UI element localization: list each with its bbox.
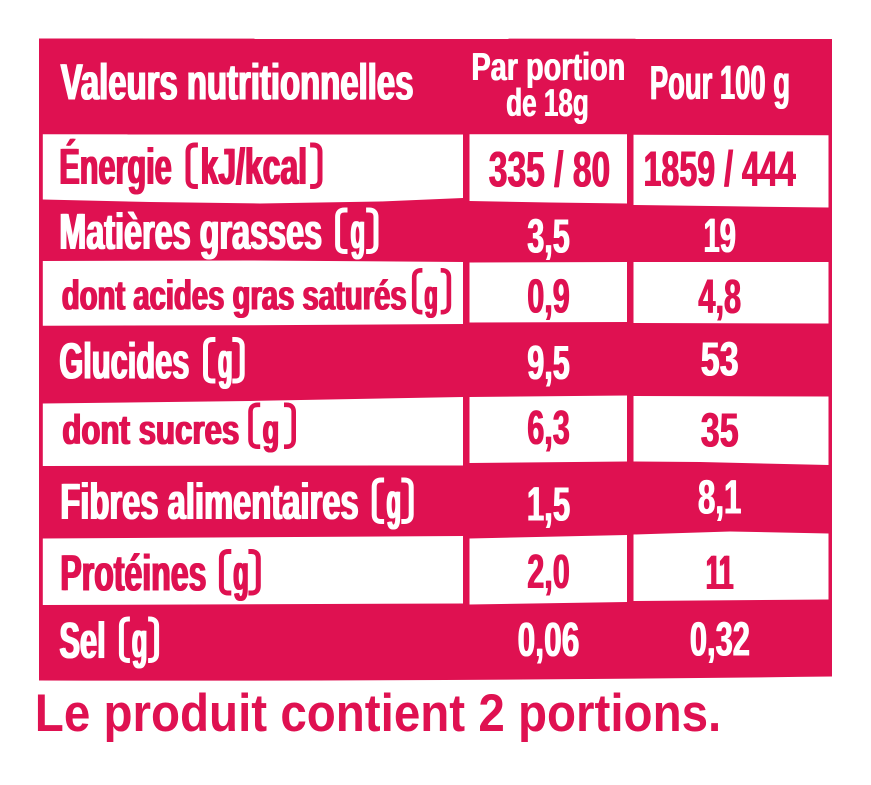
svg-text:Valeurs nutritionnelles: Valeurs nutritionnelles xyxy=(62,54,415,111)
svg-text:Le produit contient 2 portions: Le produit contient 2 portions. xyxy=(35,683,721,743)
svg-text:g: g xyxy=(133,612,149,669)
svg-text:Par portion: Par portion xyxy=(471,46,625,89)
svg-text:11: 11 xyxy=(705,547,732,600)
svg-text:Matières grasses: Matières grasses xyxy=(59,204,322,261)
svg-text:de 18g: de 18g xyxy=(506,82,589,125)
svg-text:Pour 100 g: Pour 100 g xyxy=(650,57,790,110)
svg-text:0,06: 0,06 xyxy=(518,612,580,666)
svg-text:9,5: 9,5 xyxy=(528,336,571,390)
svg-text:dont sucres: dont sucres xyxy=(62,405,239,453)
svg-text:g: g xyxy=(131,612,147,669)
svg-text:0,9: 0,9 xyxy=(527,270,570,324)
svg-text:Fibres alimentaires: Fibres alimentaires xyxy=(61,474,359,531)
svg-text:Par portion: Par portion xyxy=(472,46,626,89)
svg-text:19: 19 xyxy=(704,210,736,263)
svg-text:3,5: 3,5 xyxy=(528,209,571,263)
svg-text:Énergie: Énergie xyxy=(60,138,172,195)
svg-text:dont sucres: dont sucres xyxy=(63,405,240,453)
svg-text:Glucides: Glucides xyxy=(60,332,190,389)
svg-text:Matières grasses: Matières grasses xyxy=(60,204,323,261)
svg-text:dont acides gras saturés: dont acides gras saturés xyxy=(63,271,408,319)
svg-text:Pour 100 g: Pour 100 g xyxy=(649,57,789,110)
svg-text:335 / 80: 335 / 80 xyxy=(488,142,609,198)
svg-text:1859 / 444: 1859 / 444 xyxy=(644,141,797,197)
svg-text:1,5: 1,5 xyxy=(526,477,569,532)
svg-text:35: 35 xyxy=(700,403,738,457)
svg-text:9,5: 9,5 xyxy=(527,336,570,390)
svg-text:dont acides gras saturés: dont acides gras saturés xyxy=(61,271,406,319)
svg-text:g: g xyxy=(386,474,401,530)
svg-text:kJ/kcal: kJ/kcal xyxy=(201,138,307,196)
svg-text:Protéines: Protéines xyxy=(60,545,206,602)
svg-text:1,5: 1,5 xyxy=(527,477,570,532)
svg-text:6,3: 6,3 xyxy=(527,401,570,455)
svg-text:g: g xyxy=(262,406,279,453)
svg-text:2,0: 2,0 xyxy=(527,545,570,599)
svg-text:4,8: 4,8 xyxy=(698,270,741,324)
svg-text:g: g xyxy=(387,474,402,530)
svg-text:kJ/kcal: kJ/kcal xyxy=(200,138,306,196)
svg-text:g: g xyxy=(234,545,250,602)
svg-text:1859 / 444: 1859 / 444 xyxy=(643,141,796,197)
svg-text:11: 11 xyxy=(707,547,734,600)
svg-text:g: g xyxy=(350,204,365,260)
svg-text:Sel: Sel xyxy=(59,612,105,669)
svg-text:3,5: 3,5 xyxy=(527,209,570,263)
svg-text:53: 53 xyxy=(701,332,739,386)
svg-text:g: g xyxy=(425,273,438,319)
svg-text:g: g xyxy=(217,334,232,390)
svg-text:Protéines: Protéines xyxy=(61,545,207,602)
svg-text:19: 19 xyxy=(703,210,735,263)
svg-text:35: 35 xyxy=(701,403,739,457)
svg-text:4,8: 4,8 xyxy=(699,270,742,324)
svg-text:2,0: 2,0 xyxy=(528,545,571,599)
svg-text:6,3: 6,3 xyxy=(528,401,571,455)
svg-text:53: 53 xyxy=(700,332,738,386)
svg-text:g: g xyxy=(424,273,437,319)
svg-text:0,32: 0,32 xyxy=(690,611,750,666)
svg-text:0,06: 0,06 xyxy=(517,612,579,666)
svg-text:g: g xyxy=(219,334,234,390)
svg-text:Fibres alimentaires: Fibres alimentaires xyxy=(60,474,358,531)
svg-text:Énergie: Énergie xyxy=(59,138,171,195)
svg-text:8,1: 8,1 xyxy=(699,470,742,525)
svg-text:g: g xyxy=(351,204,366,260)
svg-text:8,1: 8,1 xyxy=(698,470,741,525)
svg-text:335 / 80: 335 / 80 xyxy=(489,142,610,198)
svg-text:de 18g: de 18g xyxy=(507,82,590,125)
svg-text:g: g xyxy=(232,545,248,602)
svg-text:Valeurs nutritionnelles: Valeurs nutritionnelles xyxy=(60,54,413,111)
svg-text:0,32: 0,32 xyxy=(689,611,749,666)
svg-text:g: g xyxy=(263,406,280,453)
svg-text:Sel: Sel xyxy=(60,612,106,669)
svg-text:0,9: 0,9 xyxy=(528,270,571,324)
svg-text:Glucides: Glucides xyxy=(59,332,189,389)
